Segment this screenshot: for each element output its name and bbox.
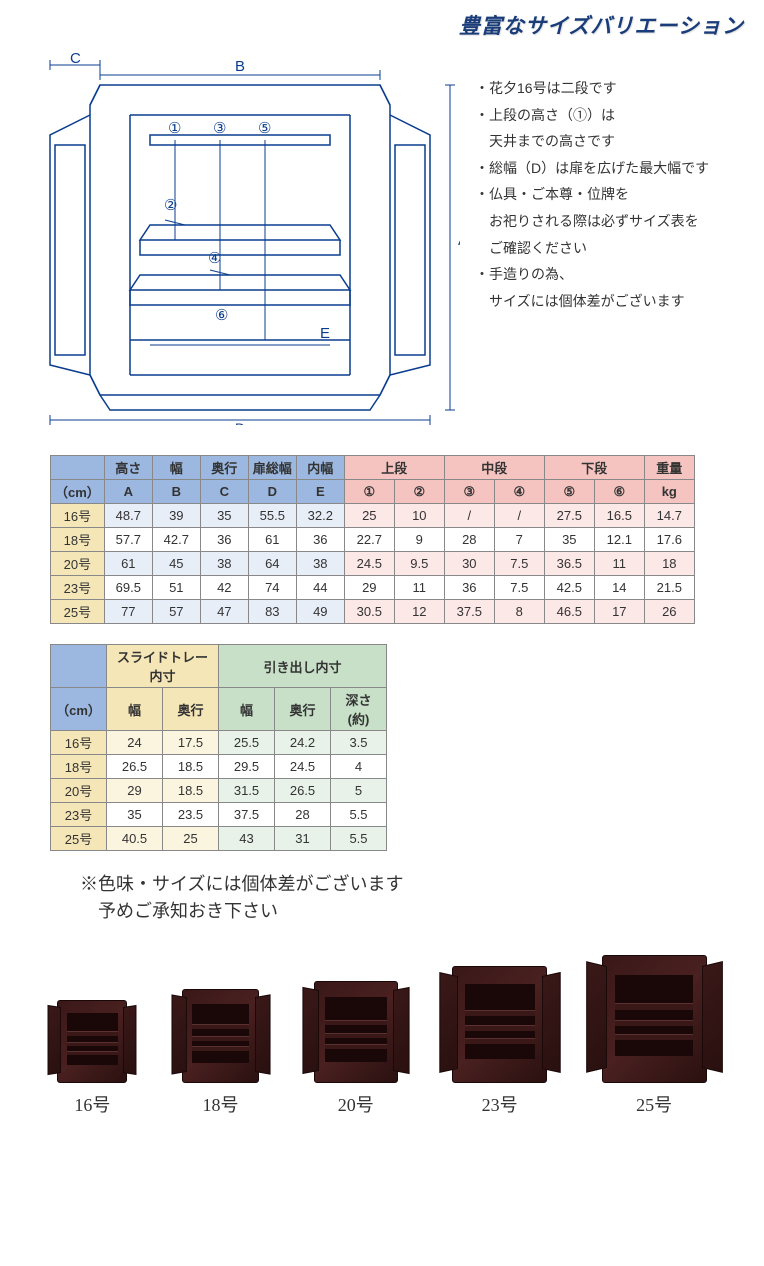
svg-text:C: C — [70, 50, 81, 67]
note-line: サイズには個体差がございます — [475, 288, 744, 315]
svg-text:D: D — [235, 420, 245, 425]
product-item: 20号 — [314, 981, 398, 1116]
table-row: 25号775747834930.51237.5846.51726 — [51, 600, 695, 624]
product-label: 25号 — [602, 1091, 707, 1117]
product-item: 18号 — [182, 989, 259, 1117]
size-table-main: 高さ幅奥行扉総幅内幅上段中段下段重量（cm）ABCDE①②③④⑤⑥kg 16号4… — [50, 455, 695, 624]
table-row: 18号26.518.529.524.54 — [51, 755, 387, 779]
product-label: 23号 — [452, 1091, 547, 1117]
note-line: ・仏具・ご本尊・位牌を — [475, 181, 744, 208]
note-line: ・花夕16号は二段です — [475, 75, 744, 102]
svg-text:⑥: ⑥ — [215, 307, 228, 324]
table-row: 16号2417.525.524.23.5 — [51, 731, 387, 755]
product-item: 16号 — [57, 1000, 127, 1117]
svg-text:⑤: ⑤ — [258, 120, 271, 137]
note-line: ・手造りの為、 — [475, 261, 744, 288]
note-line: ・総幅（D）は扉を広げた最大幅です — [475, 155, 744, 182]
product-label: 18号 — [182, 1091, 259, 1117]
svg-text:②: ② — [164, 197, 177, 214]
table-row: 25号40.52543315.5 — [51, 827, 387, 851]
product-item: 23号 — [452, 966, 547, 1116]
dimension-diagram: C B A D E ① ② ③ ④ ⑤ ⑥ — [20, 45, 460, 425]
note-line: ・上段の高さ（①）は — [475, 102, 744, 129]
product-lineup: 16号 18号 20号 23号 25号 — [20, 955, 744, 1127]
svg-text:E: E — [320, 325, 330, 342]
page-title: 豊富なサイズバリエーション — [459, 10, 744, 40]
table-row: 20号614538643824.59.5307.536.51118 — [51, 552, 695, 576]
note-line: 天井までの高さです — [475, 128, 744, 155]
note-line: お祀りされる際は必ずサイズ表を — [475, 208, 744, 235]
notes-list: ・花夕16号は二段です・上段の高さ（①）は 天井までの高さです・総幅（D）は扉を… — [475, 45, 744, 425]
svg-text:④: ④ — [208, 250, 221, 267]
svg-text:③: ③ — [213, 120, 226, 137]
svg-text:B: B — [235, 58, 245, 75]
size-table-sub: スライドトレー内寸引き出し内寸（cm）幅奥行幅奥行深さ(約) 16号2417.5… — [50, 644, 387, 851]
label-A: A — [458, 232, 460, 249]
note-line: ご確認ください — [475, 235, 744, 262]
table-row: 23号3523.537.5285.5 — [51, 803, 387, 827]
table-row: 18号57.742.736613622.792873512.117.6 — [51, 528, 695, 552]
table-row: 20号2918.531.526.55 — [51, 779, 387, 803]
disclaimer-text: ※色味・サイズには個体差がございます 予めご承知おき下さい — [80, 871, 744, 925]
table-row: 23号69.5514274442911367.542.51421.5 — [51, 576, 695, 600]
table-row: 16号48.7393555.532.22510//27.516.514.7 — [51, 504, 695, 528]
product-label: 20号 — [314, 1091, 398, 1117]
product-item: 25号 — [602, 955, 707, 1117]
svg-text:①: ① — [168, 120, 181, 137]
product-label: 16号 — [57, 1091, 127, 1117]
